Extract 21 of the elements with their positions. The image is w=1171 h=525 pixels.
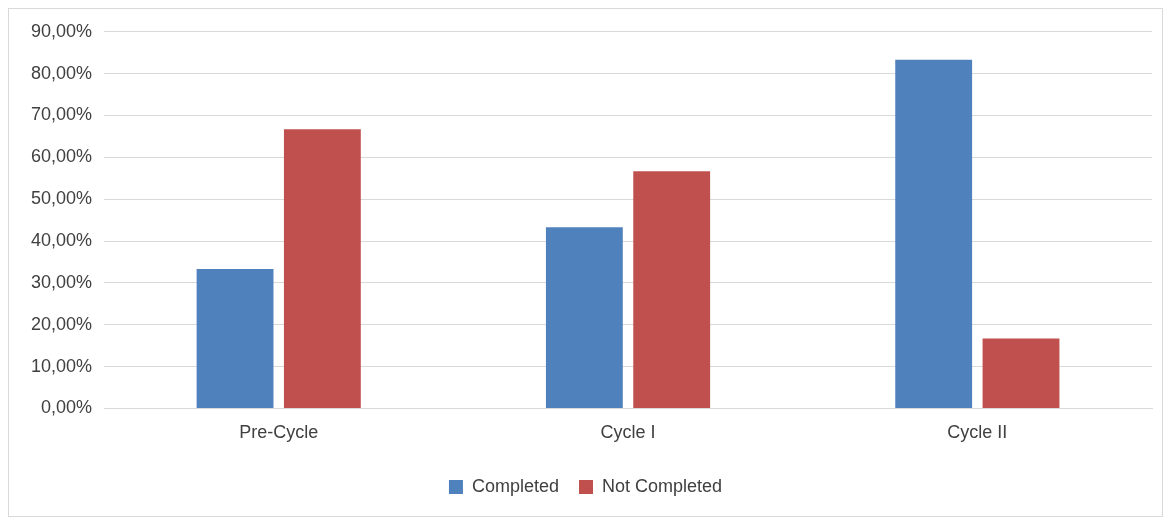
y-tick-label: 40,00% [30, 229, 93, 250]
y-tick-label: 80,00% [30, 62, 93, 83]
bar [982, 338, 1060, 408]
legend-label: Not Completed [601, 475, 723, 496]
y-tick-label: 70,00% [30, 104, 93, 125]
x-tick-label: Pre-Cycle [239, 422, 319, 443]
y-tick-label: 10,00% [30, 355, 93, 376]
x-tick-label: Cycle II [947, 422, 1008, 443]
bar [545, 227, 623, 408]
y-tick-label: 90,00% [30, 20, 93, 41]
x-tick-label: Cycle I [600, 422, 656, 443]
y-tick-label: 0,00% [41, 397, 93, 418]
bar [196, 269, 274, 408]
y-tick-label: 60,00% [30, 146, 93, 167]
y-tick-label: 30,00% [30, 271, 93, 292]
bar [895, 59, 973, 408]
y-tick-label: 20,00% [30, 313, 93, 334]
legend-label: Completed [471, 475, 559, 496]
bar [633, 171, 711, 408]
bar [283, 129, 361, 408]
y-tick-label: 50,00% [30, 188, 93, 209]
